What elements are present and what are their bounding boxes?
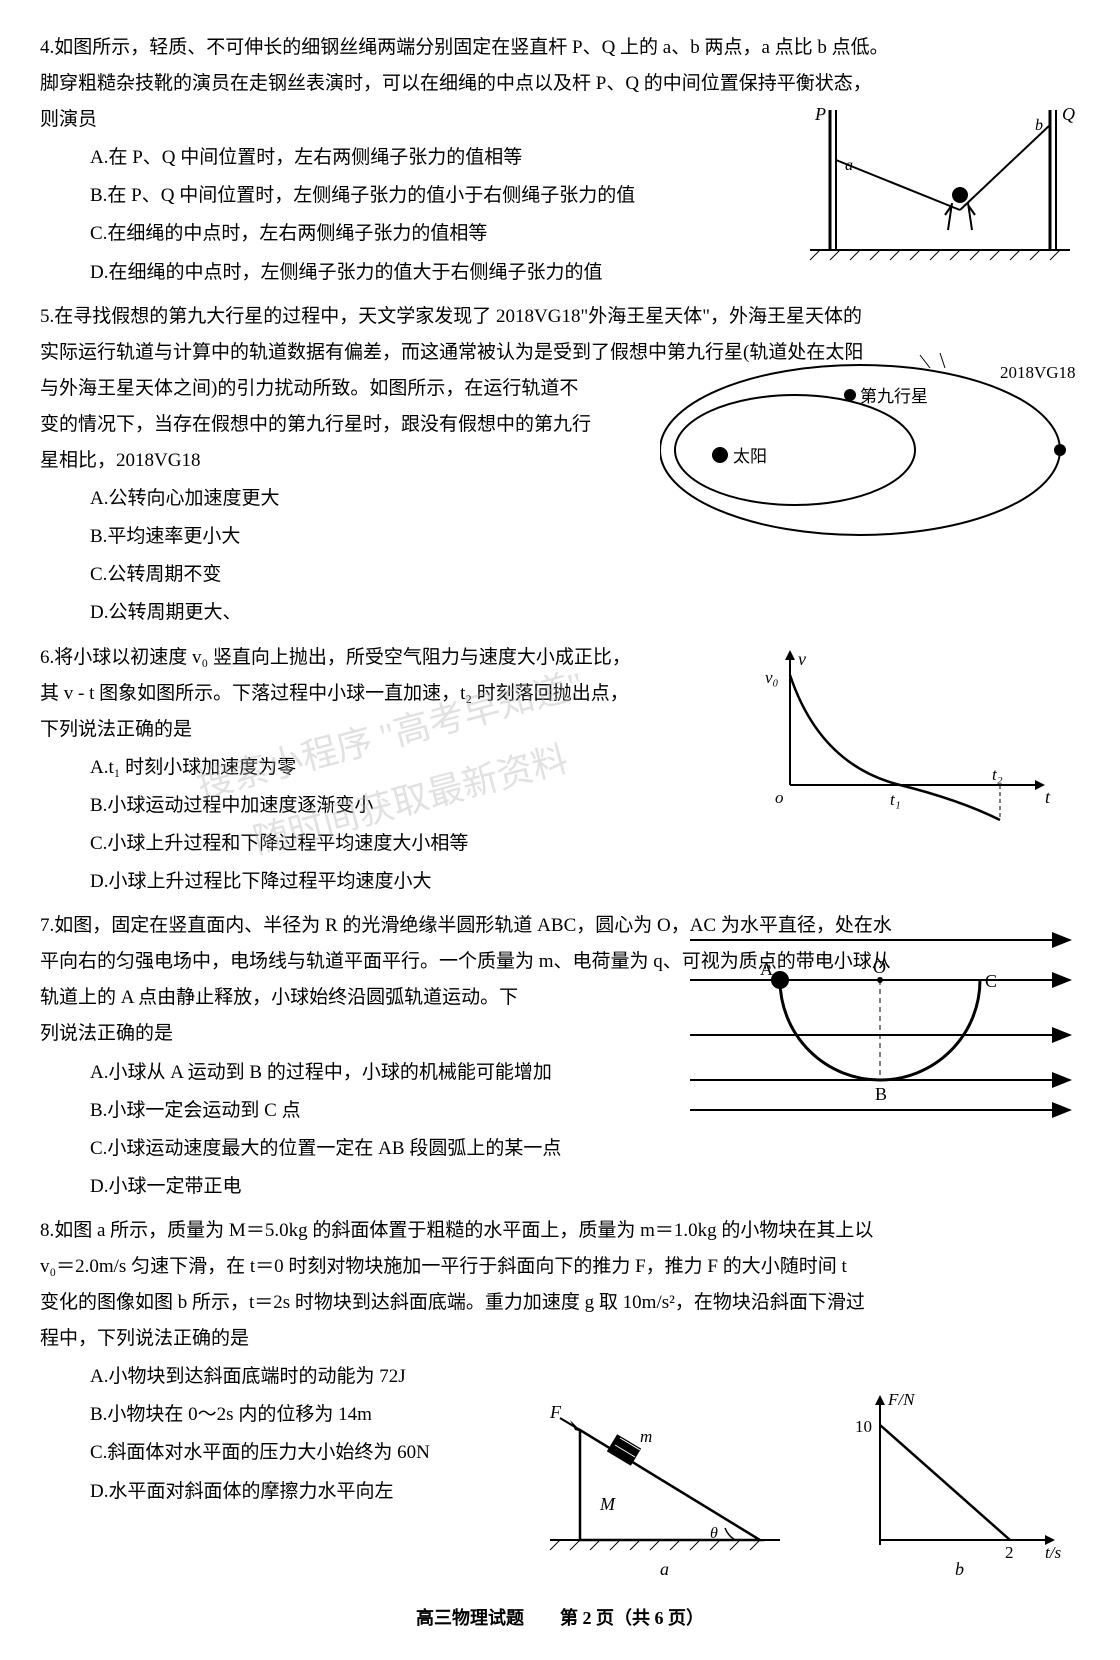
svg-text:M: M [599, 1494, 616, 1514]
q8-line2: v₀＝2.0m/s 匀速下滑，在 t＝0 时刻对物块施加一平行于斜面向下的推力 … [40, 1256, 847, 1277]
svg-text:A: A [760, 959, 773, 979]
svg-text:太阳: 太阳 [733, 447, 767, 466]
q7-optC: C.小球运动速度最大的位置一定在 AB 段圆弧上的某一点 [90, 1131, 1080, 1167]
svg-text:b: b [1035, 117, 1043, 134]
q6-line1: 6.将小球以初速度 v₀ 竖直向上抛出，所受空气阻力与速度大小成正比， [40, 647, 631, 668]
q5-line4: 变的情况下，当存在假想中的第九行星时，跟没有假想中的第九行 [40, 414, 591, 435]
page-footer: 高三物理试题 第 2 页（共 6 页） [0, 1601, 1120, 1635]
q7-figure: A O C B [680, 925, 1080, 1125]
q5-optD: D.公转周期更大、 [90, 595, 1080, 631]
q6-figure: v v₀ o t₁ t₂ t [760, 645, 1060, 835]
svg-text:2018VG18: 2018VG18 [1000, 363, 1076, 382]
q8-stem: 8.如图 a 所示，质量为 M＝5.0kg 的斜面体置于粗糙的水平面上，质量为 … [40, 1213, 1080, 1357]
q4-line2: 脚穿粗糙杂技靴的演员在走钢丝表演时，可以在细绳的中点以及杆 P、Q 的中间位置保… [40, 73, 872, 94]
q5-line5: 星相比，2018VG18 [40, 450, 200, 471]
svg-text:v: v [798, 649, 806, 669]
q5-line1: 5.在寻找假想的第九大行星的过程中，天文学家发现了 2018VG18"外海王星天… [40, 306, 862, 327]
svg-text:a: a [845, 157, 853, 174]
q8-line1: 8.如图 a 所示，质量为 M＝5.0kg 的斜面体置于粗糙的水平面上，质量为 … [40, 1220, 873, 1241]
q5-line3: 与外海王星天体之间)的引力扰动所致。如图所示，在运行轨道不 [40, 378, 578, 399]
svg-text:t₂: t₂ [992, 765, 1003, 784]
svg-text:B: B [875, 1084, 887, 1104]
svg-text:F/N: F/N [887, 1390, 916, 1409]
svg-text:t₁: t₁ [890, 790, 901, 809]
q8-line4: 程中，下列说法正确的是 [40, 1328, 249, 1349]
q4-figure: P a b Q [800, 100, 1080, 270]
svg-text:10: 10 [855, 1417, 872, 1436]
svg-text:v₀: v₀ [765, 668, 779, 687]
q7-line4: 列说法正确的是 [40, 1023, 173, 1044]
svg-text:t: t [1045, 787, 1051, 807]
q5-figure: 太阳 第九行星 2018VG18 [660, 350, 1080, 550]
q4-line3: 则演员 [40, 109, 97, 130]
svg-text:F: F [549, 1402, 562, 1422]
q7-line3: 轨道上的 A 点由静止释放，小球始终沿圆弧轨道运动。下 [40, 987, 518, 1008]
svg-text:P: P [814, 104, 826, 124]
svg-text:a: a [660, 1559, 669, 1579]
q6-line3: 下列说法正确的是 [40, 719, 192, 740]
q7-optD: D.小球一定带正电 [90, 1169, 1080, 1205]
svg-text:b: b [955, 1559, 964, 1579]
q4-line1: 4.如图所示，轻质、不可伸长的细钢丝绳两端分别固定在竖直杆 P、Q 上的 a、b… [40, 37, 889, 58]
svg-text:t/s: t/s [1045, 1543, 1061, 1562]
q6-line2: 其 v - t 图象如图所示。下落过程中小球一直加速，t₂ 时刻落回抛出点， [40, 683, 629, 704]
svg-text:C: C [985, 971, 997, 991]
q8-figure: F m M θ a F/N 10 2 t/s b [520, 1390, 1080, 1580]
svg-text:o: o [775, 788, 784, 807]
svg-text:2: 2 [1005, 1543, 1014, 1562]
q6-optD: D.小球上升过程比下降过程平均速度小大 [90, 864, 1080, 900]
svg-text:第九行星: 第九行星 [860, 387, 928, 406]
svg-text:m: m [640, 1427, 652, 1446]
svg-text:O: O [873, 957, 886, 977]
q8-line3: 变化的图像如图 b 所示，t＝2s 时物块到达斜面底端。重力加速度 g 取 10… [40, 1292, 865, 1313]
q5-optC: C.公转周期不变 [90, 557, 1080, 593]
svg-text:θ: θ [710, 1525, 718, 1542]
svg-text:Q: Q [1062, 104, 1075, 124]
